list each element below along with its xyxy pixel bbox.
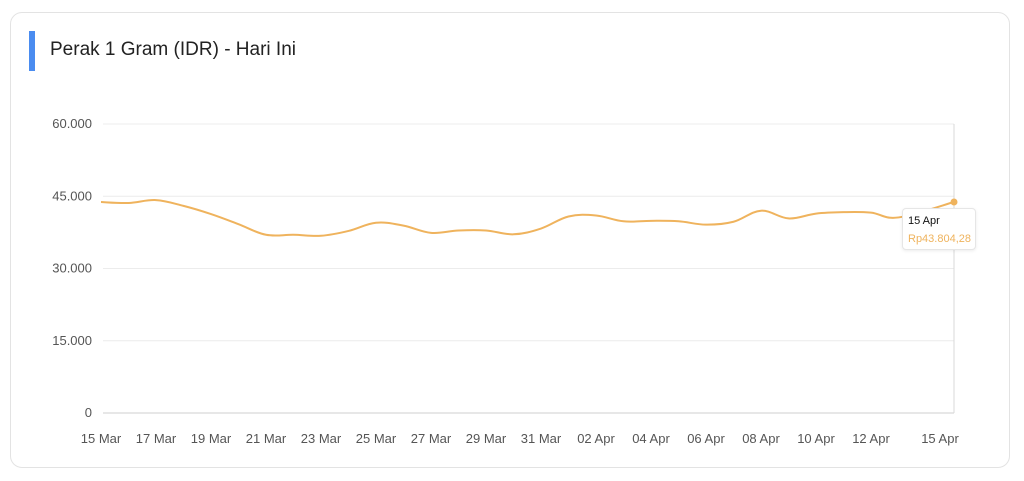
x-tick-label: 02 Apr <box>577 431 615 446</box>
x-tick-label: 31 Mar <box>521 431 562 446</box>
y-axis-ticks: 0 15.000 30.000 45.000 60.000 <box>52 116 92 420</box>
x-tick-label: 04 Apr <box>632 431 670 446</box>
y-tick-label: 0 <box>85 405 92 420</box>
x-tick-label: 10 Apr <box>797 431 835 446</box>
x-tick-label: 12 Apr <box>852 431 890 446</box>
x-tick-label: 17 Mar <box>136 431 177 446</box>
x-axis-ticks: 15 Mar 17 Mar 19 Mar 21 Mar 23 Mar 25 Mar 27 M… <box>81 431 960 446</box>
y-tick-label: 60.000 <box>52 116 92 131</box>
price-series-line <box>100 199 955 237</box>
x-tick-label: 08 Apr <box>742 431 780 446</box>
x-tick-label: 27 Mar <box>411 431 452 446</box>
x-tick-label: 29 Mar <box>466 431 507 446</box>
series-layer <box>100 198 958 237</box>
chart-card <box>10 12 1010 468</box>
grid-lines <box>103 123 955 414</box>
y-tick-label: 30.000 <box>52 261 92 276</box>
x-tick-label: 23 Mar <box>301 431 342 446</box>
title-accent-bar <box>29 31 35 71</box>
x-tick-label: 06 Apr <box>687 431 725 446</box>
tooltip-value: Rp43.804,28 <box>908 233 971 245</box>
active-data-point[interactable] <box>950 198 958 206</box>
x-tick-label: 21 Mar <box>246 431 287 446</box>
y-tick-label: 45.000 <box>52 188 92 203</box>
x-tick-label: 15 Mar <box>81 431 122 446</box>
x-tick-label: 25 Mar <box>356 431 397 446</box>
x-tick-label: 19 Mar <box>191 431 232 446</box>
x-tick-label: 15 Apr <box>921 431 959 446</box>
y-tick-label: 15.000 <box>52 333 92 348</box>
chart-title: Perak 1 Gram (IDR) - Hari Ini <box>50 39 296 60</box>
hover-tooltip: 15 Apr Rp43.804,28 <box>902 208 976 250</box>
tooltip-date: 15 Apr <box>908 215 940 227</box>
